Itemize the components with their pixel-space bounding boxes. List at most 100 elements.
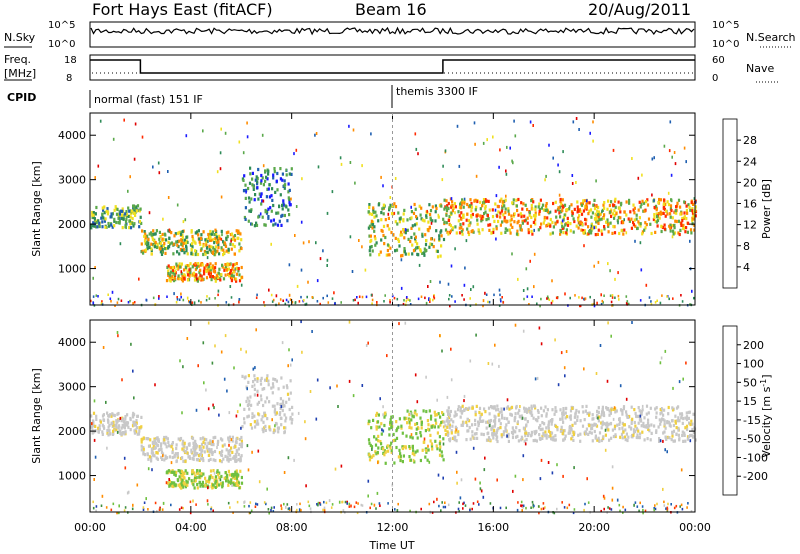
echo-cell [539,477,542,481]
echo-cell [383,423,386,428]
echo-cell [283,413,286,417]
echo-cell [189,270,192,275]
echo-cell [519,212,522,216]
echo-cell [648,429,651,433]
echo-cell [177,264,180,268]
echo-cell [447,412,450,416]
echo-cell [612,434,615,439]
echo-cell [240,426,242,430]
echo-cell [213,253,216,257]
echo-cell [671,434,674,438]
echo-cell [225,475,228,479]
echo-cell [418,227,421,231]
echo-cell [517,439,520,443]
echo-cell [587,432,590,436]
echo-cell [413,202,416,207]
echo-cell [358,295,361,298]
echo-cell [112,502,115,506]
echo-cell [662,487,664,491]
echo-cell [647,418,650,422]
echo-cell [262,164,265,168]
echo-cell [459,415,462,419]
echo-cell [465,420,468,424]
colorbar-tick-label: 15 [743,395,757,408]
echo-cell [563,203,567,207]
echo-cell [452,436,455,440]
echo-cell [177,274,180,278]
echo-cell [168,278,171,282]
echo-cell [112,423,115,427]
echo-cell [173,273,176,277]
echo-cell [209,457,212,461]
echo-cell [209,262,212,266]
echo-cell [589,131,591,135]
echo-cell [199,274,202,278]
echo-cell [434,204,437,208]
echo-cell [90,299,92,303]
y-tick-label: 3000 [58,174,86,187]
echo-cell [175,240,178,244]
echo-cell [528,213,531,217]
echo-cell [195,451,198,455]
echo-cell [683,433,686,437]
echo-cell [223,266,226,271]
echo-cell [156,436,159,440]
echo-cell [352,394,355,398]
echo-cell [238,300,240,304]
echo-cell [559,230,563,234]
echo-cell [613,427,616,431]
echo-cell [108,224,111,228]
echo-cell [667,203,671,207]
echo-cell [468,419,471,423]
echo-cell [179,265,182,269]
echo-cell [653,424,656,428]
echo-cell [470,201,473,206]
echo-cell [502,430,505,434]
echo-cell [194,262,197,266]
echo-cell [639,299,642,302]
echo-cell [476,218,479,222]
echo-cell [110,212,113,216]
echo-cell [142,508,145,511]
echo-cell [481,228,484,232]
echo-cell [549,431,552,435]
echo-cell [650,300,652,303]
echo-cell [454,410,457,414]
echo-cell [239,458,242,462]
echo-cell [473,121,476,125]
echo-cell [235,277,238,281]
echo-cell [623,423,626,427]
echo-cell [500,413,504,417]
echo-cell [561,205,564,209]
echo-cell [298,508,301,512]
echo-cell [495,194,498,198]
echo-cell [531,207,534,211]
echo-cell [228,263,231,267]
echo-cell [291,301,294,304]
echo-cell [278,219,281,223]
echo-cell [460,229,463,234]
echo-cell [203,266,206,270]
echo-cell [123,118,125,122]
echo-cell [115,212,119,216]
echo-cell [92,213,95,217]
echo-cell [429,439,432,443]
echo-cell [402,454,405,458]
echo-cell [463,399,465,403]
echo-cell [639,241,642,245]
echo-cell [500,409,503,414]
echo-cell [589,295,591,299]
echo-cell [416,426,420,430]
echo-cell [389,418,392,422]
echo-cell [436,431,439,435]
echo-cell [480,489,483,493]
echo-cell [208,297,211,300]
echo-cell [199,446,202,450]
echo-cell [534,406,537,410]
echo-cell [378,253,381,257]
echo-cell [150,448,153,452]
echo-cell [249,209,252,213]
echo-cell [182,475,185,479]
echo-cell [368,212,371,216]
